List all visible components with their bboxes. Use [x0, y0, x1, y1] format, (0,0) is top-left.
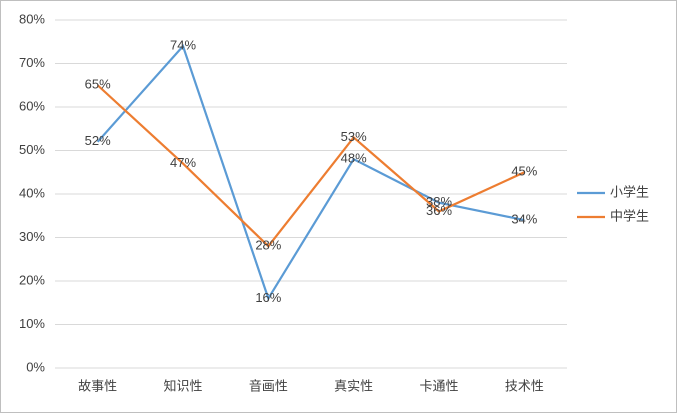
y-tick-label: 20%	[19, 272, 45, 287]
y-tick-label: 60%	[19, 98, 45, 113]
y-tick-label: 40%	[19, 185, 45, 200]
data-label: 74%	[170, 38, 196, 53]
y-tick-label: 0%	[26, 359, 45, 374]
y-tick-label: 50%	[19, 142, 45, 157]
x-tick-label: 音画性	[249, 378, 288, 393]
y-tick-label: 30%	[19, 229, 45, 244]
data-label: 53%	[341, 129, 367, 144]
legend-label: 小学生	[610, 184, 649, 199]
data-label: 38%	[426, 194, 452, 209]
x-tick-label: 真实性	[334, 378, 373, 393]
x-tick-label: 知识性	[163, 378, 202, 393]
data-label: 52%	[85, 133, 111, 148]
data-label: 34%	[511, 212, 537, 227]
data-label: 28%	[255, 238, 281, 253]
legend-label: 中学生	[610, 208, 649, 223]
data-label: 16%	[255, 290, 281, 305]
data-label: 45%	[511, 164, 537, 179]
data-label: 47%	[170, 155, 196, 170]
y-tick-label: 80%	[19, 11, 45, 26]
data-label: 36%	[426, 203, 452, 218]
series-line	[96, 84, 525, 248]
x-tick-label: 技术性	[505, 378, 544, 393]
y-tick-label: 10%	[19, 316, 45, 331]
x-tick-label: 故事性	[78, 378, 117, 393]
y-tick-label: 70%	[19, 55, 45, 70]
data-label: 65%	[85, 77, 111, 92]
x-tick-label: 卡通性	[419, 378, 458, 393]
data-label: 48%	[341, 151, 367, 166]
